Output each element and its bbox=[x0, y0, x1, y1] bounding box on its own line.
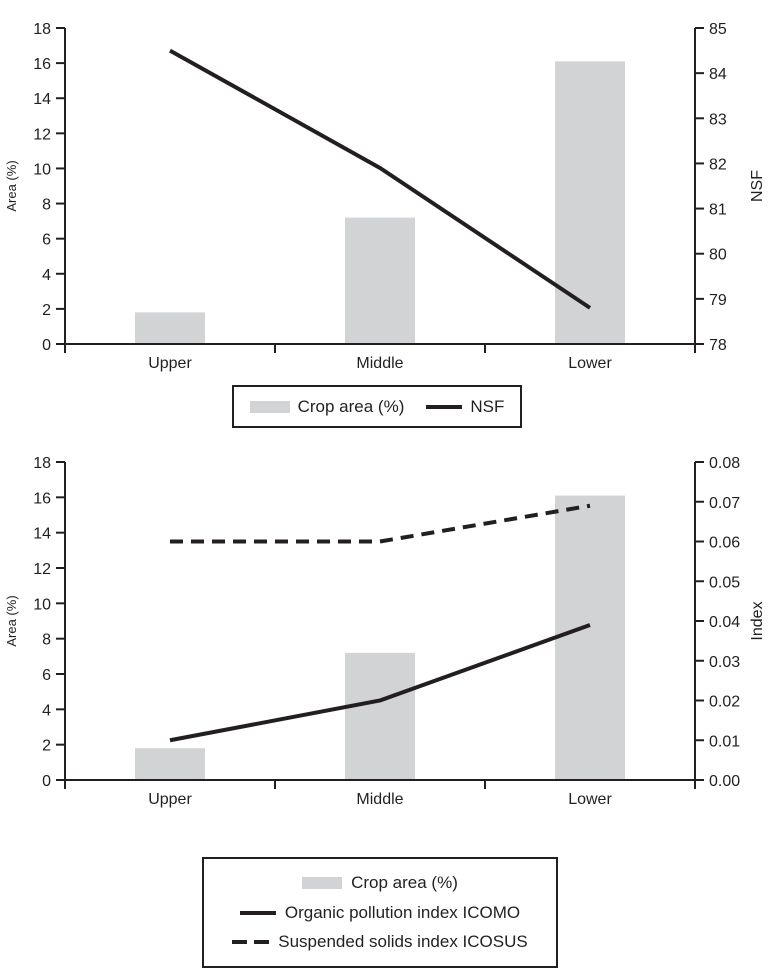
right-axis-tick-label: 80 bbox=[709, 247, 727, 264]
crop-area-bar-middle bbox=[345, 217, 415, 344]
right-axis-tick-label: 85 bbox=[709, 21, 727, 38]
legend-row-icomo: Organic pollution index ICOMO bbox=[239, 902, 521, 923]
left-axis-tick-label: 14 bbox=[33, 526, 51, 543]
left-axis-tick-label: 2 bbox=[42, 738, 51, 755]
right-axis-tick-label: 0.05 bbox=[709, 574, 740, 591]
left-axis-tick-label: 4 bbox=[42, 702, 51, 719]
left-axis-tick-label: 2 bbox=[42, 302, 51, 319]
right-axis-tick-label: 0.06 bbox=[709, 535, 740, 552]
left-axis-tick-label: 4 bbox=[42, 267, 51, 284]
top-chart-legend: Crop area (%) NSF bbox=[232, 385, 522, 428]
right-axis-tick-label: 84 bbox=[709, 66, 727, 83]
crop-area-swatch-icon bbox=[302, 876, 343, 889]
left-axis-tick-label: 8 bbox=[42, 197, 51, 214]
bottom-chart-legend: Crop area (%) Organic pollution index IC… bbox=[202, 857, 558, 968]
crop-area-bar-lower bbox=[555, 61, 625, 344]
crop-area-swatch-icon bbox=[249, 400, 290, 413]
crop-area-bar-lower bbox=[555, 495, 625, 780]
icosus-dashed-line-icon bbox=[232, 940, 270, 945]
left-axis-tick-label: 16 bbox=[33, 56, 51, 73]
right-axis-tick-label: 0.00 bbox=[709, 773, 740, 790]
x-category-label-middle: Middle bbox=[356, 355, 403, 372]
crop-area-bar-upper bbox=[135, 748, 205, 780]
crop-area-bar-upper bbox=[135, 312, 205, 344]
left-axis-tick-label: 10 bbox=[33, 161, 51, 178]
x-category-label-lower: Lower bbox=[568, 355, 612, 372]
legend-label-crop-area: Crop area (%) bbox=[297, 396, 405, 416]
left-axis-tick-label: 14 bbox=[33, 91, 51, 108]
left-axis-tick-label: 12 bbox=[33, 561, 51, 578]
bottom-chart: 0 2 4 6 8 10 12 14 16 18 0.00 0.01 0.02 0.03 0.04 0.05 0… bbox=[4, 455, 766, 808]
right-axis-tick-label: 0.02 bbox=[709, 694, 740, 711]
right-axis-tick-label: 0.04 bbox=[709, 614, 740, 631]
nsf-line-icon bbox=[426, 404, 463, 409]
right-axis-tick-label: 0.01 bbox=[709, 733, 740, 750]
crop-area-bar-middle bbox=[345, 652, 415, 780]
right-axis-tick-label: 81 bbox=[709, 202, 727, 219]
legend-row-icosus: Suspended solids index ICOSUS bbox=[232, 932, 528, 952]
organic-pollution-index-icomo-line bbox=[169, 623, 591, 743]
left-axis-title: Area (%) bbox=[4, 595, 19, 646]
legend-row-crop-area: Crop area (%) bbox=[302, 873, 458, 893]
left-axis-tick-label: 0 bbox=[42, 773, 51, 790]
left-axis-tick-label: 0 bbox=[42, 337, 51, 354]
left-axis-tick-label: 8 bbox=[42, 632, 51, 649]
right-axis-title: NSF bbox=[749, 170, 766, 202]
left-axis-tick-label: 6 bbox=[42, 667, 51, 684]
legend-label-icosus: Suspended solids index ICOSUS bbox=[278, 932, 528, 952]
legend-label-crop-area: Crop area (%) bbox=[351, 872, 458, 892]
right-axis-tick-label: 0.08 bbox=[709, 455, 740, 472]
icomo-solid-line-icon bbox=[239, 910, 276, 915]
nsf-line bbox=[169, 48, 592, 310]
left-axis-tick-label: 18 bbox=[33, 21, 51, 38]
legend-label-icomo: Organic pollution index ICOMO bbox=[284, 902, 521, 922]
x-category-label-upper: Upper bbox=[148, 355, 192, 372]
left-axis-tick-label: 12 bbox=[33, 126, 51, 143]
right-axis-tick-label: 0.03 bbox=[709, 654, 740, 671]
left-axis-tick-label: 18 bbox=[33, 455, 51, 472]
suspended-solids-index-icosus-line bbox=[170, 503, 591, 544]
top-chart: 0 2 4 6 8 10 12 14 16 18 78 79 80 81 82 83 84 85 Upper Midd… bbox=[4, 21, 766, 372]
left-axis-tick-label: 6 bbox=[42, 232, 51, 249]
left-axis-tick-label: 10 bbox=[33, 596, 51, 613]
right-axis-tick-label: 83 bbox=[709, 111, 727, 128]
left-axis-tick-label: 16 bbox=[33, 490, 51, 507]
right-axis-tick-label: 82 bbox=[709, 156, 727, 173]
x-category-label-upper: Upper bbox=[148, 791, 192, 808]
right-axis-title: Index bbox=[749, 601, 766, 640]
left-axis-title: Area (%) bbox=[4, 160, 19, 211]
x-category-label-middle: Middle bbox=[356, 791, 403, 808]
right-axis-tick-label: 79 bbox=[709, 292, 727, 309]
right-axis-tick-label: 0.07 bbox=[709, 495, 740, 512]
right-axis-tick-label: 78 bbox=[709, 337, 727, 354]
x-category-label-lower: Lower bbox=[568, 791, 612, 808]
legend-label-nsf: NSF bbox=[470, 396, 505, 416]
